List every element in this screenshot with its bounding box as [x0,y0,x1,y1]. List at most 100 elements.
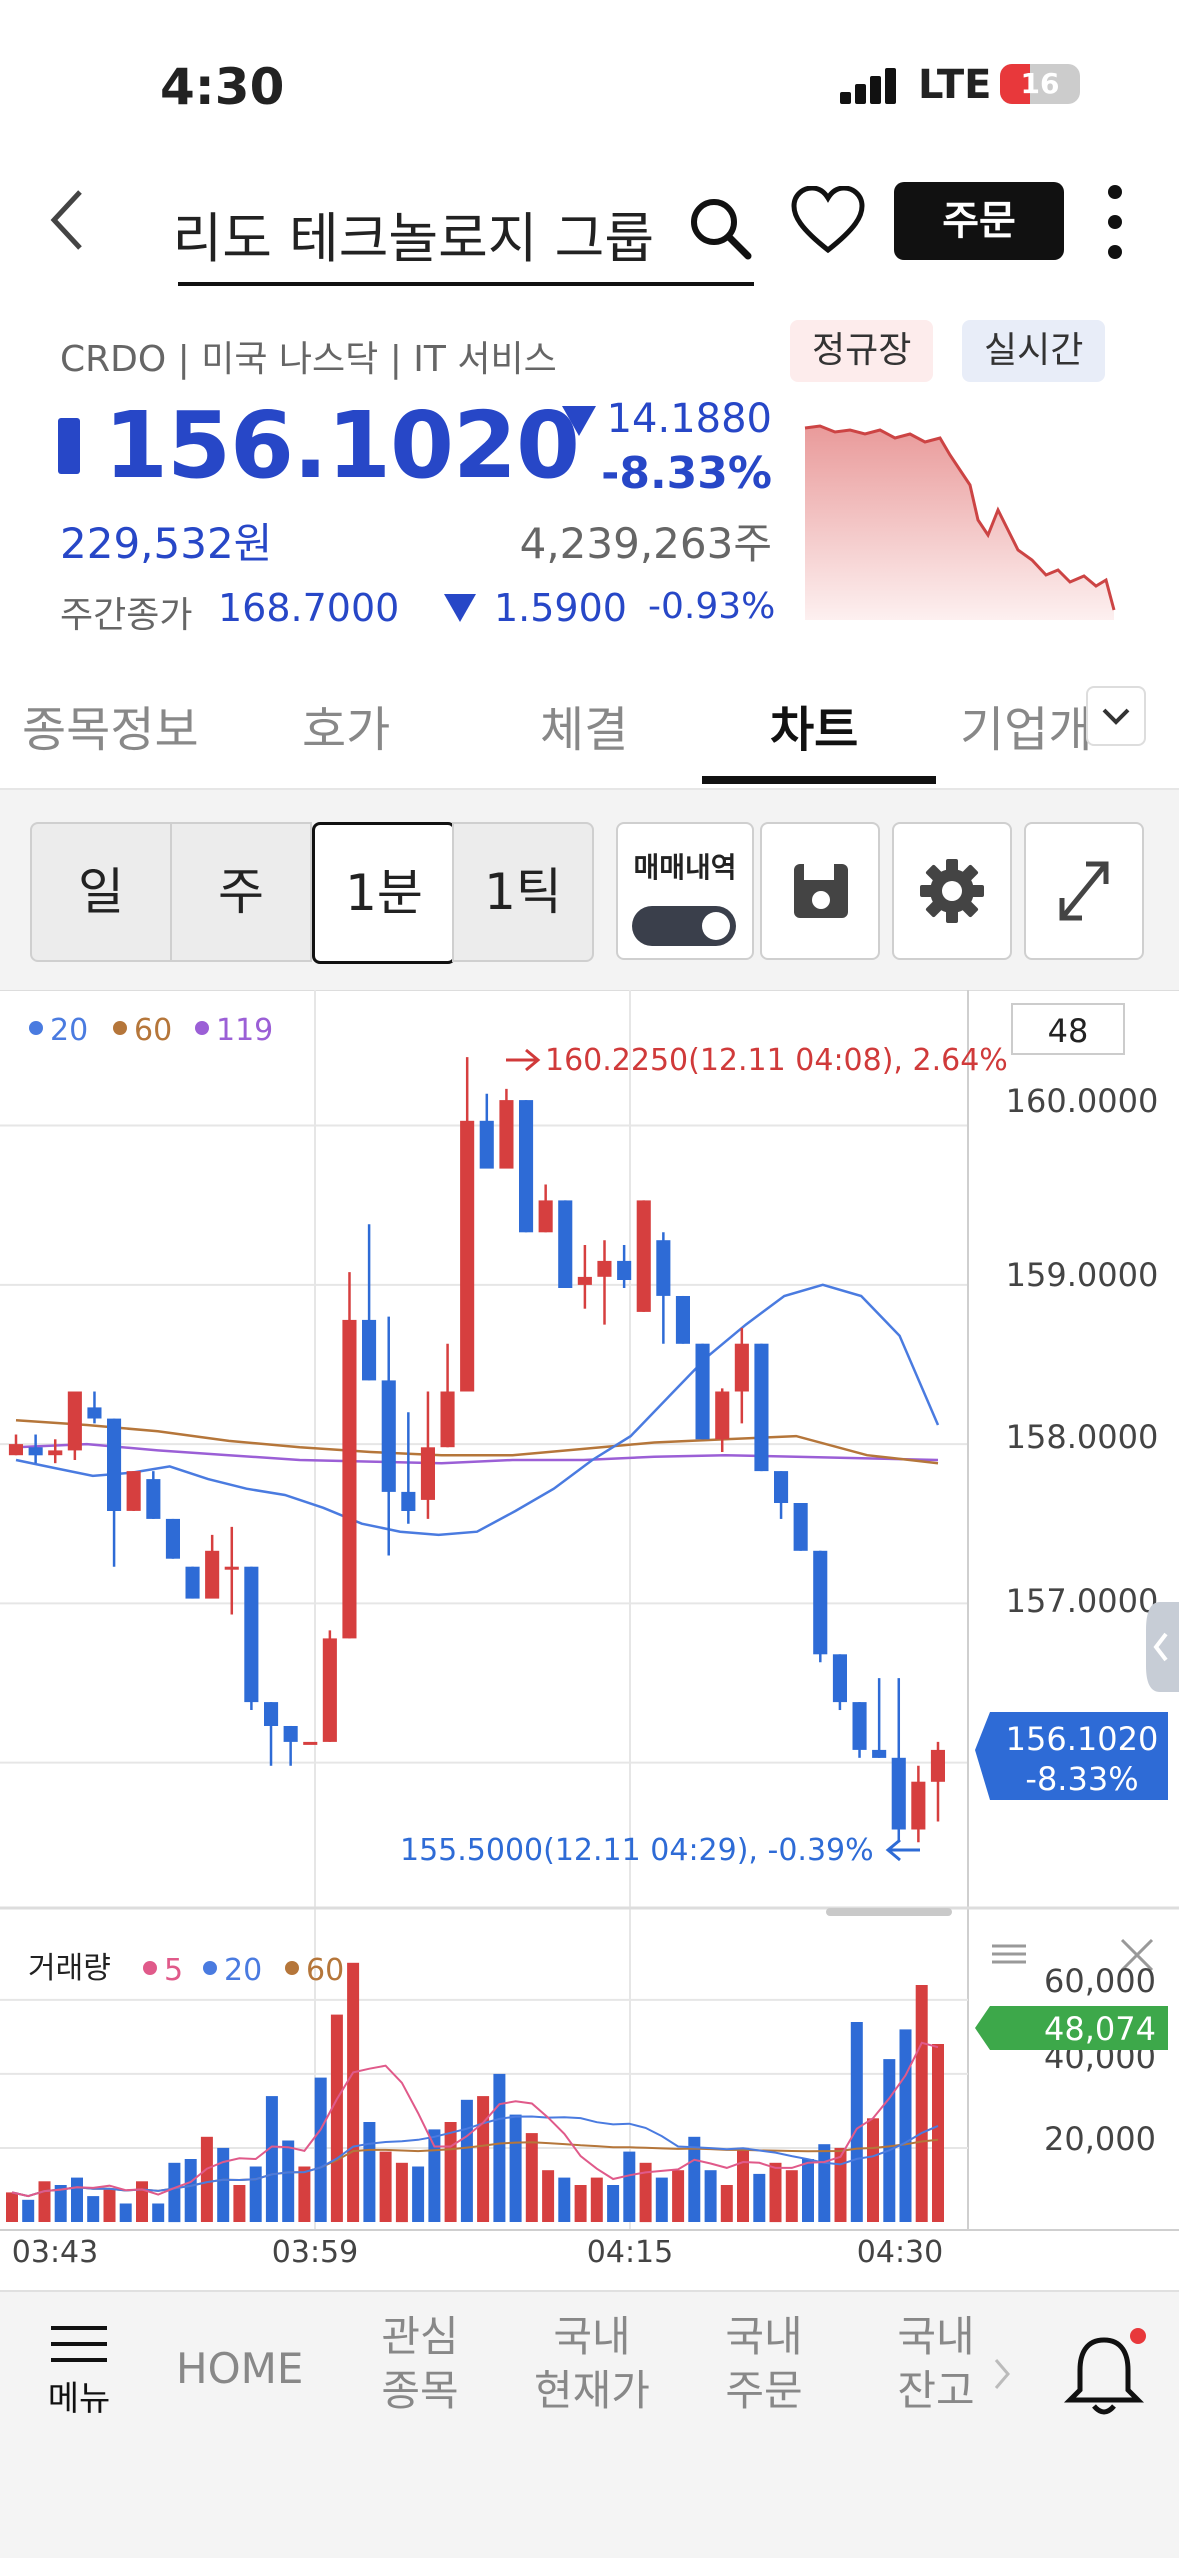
volume-bar [152,2203,165,2222]
nav-domestic-price-label: 국내 현재가 [534,2312,650,2415]
volume-bar [71,2177,83,2222]
volume-bar [720,2185,733,2222]
close-icon[interactable] [1120,1938,1154,1972]
tab-executions[interactable]: 체결 [540,702,629,758]
candle-body [597,1260,612,1277]
volume-bar [737,2147,749,2222]
candle-body [48,1450,63,1456]
volume-bar [590,2177,603,2222]
intraday-sparkline[interactable] [800,410,1120,620]
nav-watchlist-label: 관심 종목 [381,2312,459,2415]
save-button[interactable] [760,822,880,960]
volume-bars [0,1962,968,2223]
candle-body [126,1471,141,1511]
battery-level: 16 [1020,67,1060,100]
vol-y-tick: 60,000 [1044,1962,1156,2000]
period-day[interactable]: 일 [30,822,172,962]
candle-body [205,1550,220,1599]
gear-icon [920,859,984,923]
x-tick-label: 03:43 [12,2235,98,2270]
price-volume-chart[interactable]: 20 60 119 48 160.0000 159.0000 158.0000 … [0,990,1179,2290]
nav-domestic-balance[interactable]: 국내 잔고 [886,2310,986,2418]
heart-icon[interactable] [790,186,866,256]
price-legend: 20 60 119 [29,1013,273,1048]
nav-domestic-order[interactable]: 국내 주문 [714,2310,814,2418]
menu-lines-icon[interactable] [992,1944,1026,1964]
candle-body [911,1781,926,1830]
volume-bar [655,2177,668,2222]
candle-body [460,1120,475,1392]
volume-bar [493,2073,506,2222]
candle-body [558,1200,573,1288]
ma60-line [15,1418,939,1465]
current-price-tag: 156.1020 -8.33% [975,1712,1168,1800]
vol-ma5-line [11,2041,939,2198]
volume-bar [639,2162,652,2223]
trade-history-toggle[interactable]: 매매내역 [616,822,754,960]
candle-body [715,1391,730,1440]
volume-bar [785,2170,798,2222]
candle-body [244,1566,259,1703]
candle-count-box[interactable] [1011,1003,1125,1055]
settings-button[interactable] [892,822,1012,960]
candle-body [420,1447,435,1500]
volume-bar [574,2185,587,2222]
nav-menu[interactable]: 메뉴 [34,2322,124,2419]
y-tick-label: 160.0000 [1006,1082,1159,1120]
volume-bar [525,2133,538,2222]
tabs-expand-button[interactable] [1086,686,1146,746]
horizontal-scrollbar[interactable] [826,1908,952,1916]
nav-watchlist[interactable]: 관심 종목 [370,2310,470,2418]
trade-volume: 4,239,263주 [519,519,772,568]
weekly-close-label: 주간종가 [60,595,193,636]
save-icon [794,864,848,918]
krw-price: 229,532원 [60,519,273,568]
tab-chart[interactable]: 차트 [770,702,859,758]
realtime-tag[interactable]: 실시간 [962,320,1106,382]
nav-home[interactable]: HOME [176,2344,304,2393]
stock-title-field[interactable]: 리도 테크놀로지 그룹 [178,178,754,286]
candle-body [617,1260,632,1280]
period-week[interactable]: 주 [170,822,312,962]
x-tick-label: 04:15 [587,2235,673,2270]
candle-body [107,1418,122,1511]
toggle-switch[interactable] [632,906,736,946]
period-1tick[interactable]: 1틱 [452,822,594,962]
regular-session-tag[interactable]: 정규장 [790,320,934,382]
tab-orderbook[interactable]: 호가 [302,702,391,758]
volume-bar [915,1985,928,2222]
back-button[interactable] [40,180,100,260]
network-type: LTE [918,62,992,108]
volume-bar [753,2173,766,2222]
side-drawer-handle[interactable] [1146,1602,1179,1692]
status-time: 4:30 [160,58,285,116]
more-vertical-icon[interactable] [1100,182,1130,262]
nav-domestic-price[interactable]: 국내 현재가 [530,2310,654,2418]
tab-stock-info[interactable]: 종목정보 [22,702,199,758]
volume-bar [136,2181,148,2222]
volume-ma-lines [11,2041,939,2198]
order-button[interactable]: 주문 [894,182,1064,260]
fullscreen-button[interactable] [1024,822,1144,960]
search-icon[interactable] [684,192,754,262]
candle-count: 48 [1048,1012,1089,1050]
volume-bar [542,2170,555,2222]
period-1min[interactable]: 1분 [312,822,456,964]
candle-body [774,1471,789,1503]
down-triangle-icon [562,406,596,436]
volume-bar [623,2151,636,2222]
y-tick-label: 157.0000 [1006,1582,1159,1620]
candle-body [479,1120,494,1169]
volume-bar [834,2147,847,2222]
volume-bar [704,2170,717,2222]
price-candle-icon [58,418,80,474]
chevron-right-icon[interactable] [990,2354,1014,2394]
current-percent-label: -8.33% [1025,1760,1138,1798]
tab-company[interactable]: 기업개 [960,702,1093,758]
candle-body [636,1200,651,1312]
down-triangle-icon [444,594,476,622]
volume-bar [265,2096,278,2222]
bell-icon[interactable] [1054,2322,1154,2422]
volume-bar [168,2162,181,2223]
candlesticks [8,1057,945,1843]
